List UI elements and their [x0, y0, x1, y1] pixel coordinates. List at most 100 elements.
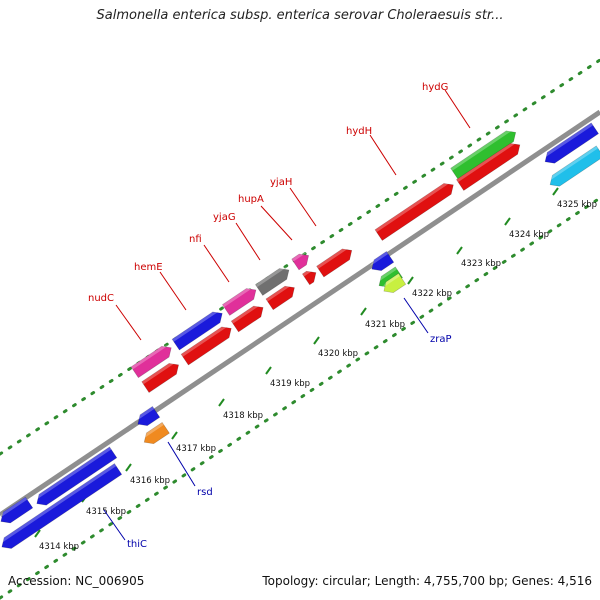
- gene-arrow-nfi[interactable]: [222, 285, 259, 316]
- gene-arrow-highlight: [172, 310, 221, 342]
- gene-label-hydH[interactable]: hydH: [346, 126, 372, 137]
- gene-arrow-highlight: [377, 266, 398, 283]
- kbp-tick-label: 4323 kbp: [461, 259, 501, 269]
- gene-arrow-gene-blue-right[interactable]: [541, 122, 599, 167]
- gene-arrow-gene-red-6[interactable]: [316, 245, 356, 278]
- kbp-tick-mark: [552, 187, 559, 196]
- gene-arrow-gene-red-3[interactable]: [230, 302, 266, 333]
- leader-line: [403, 297, 429, 334]
- kbp-tick-label: 4325 kbp: [557, 200, 597, 210]
- kbp-tick-mark: [360, 307, 367, 316]
- gene-feature-layer: [0, 122, 600, 553]
- gene-arrow-highlight: [456, 142, 518, 183]
- gene-arrow-gene-red-1[interactable]: [141, 359, 182, 393]
- outer-dotted-track: [0, 58, 600, 456]
- gene-label-hupA[interactable]: hupA: [238, 194, 264, 205]
- gene-arrow-rsd-gene[interactable]: [141, 421, 170, 447]
- kbp-tick-mark: [265, 366, 272, 375]
- kbp-tick-label: 4320 kbp: [318, 349, 358, 359]
- leader-line: [167, 441, 196, 487]
- leader-line: [444, 89, 471, 129]
- gene-arrow-hupA[interactable]: [291, 250, 313, 271]
- kbp-tick-label: 4314 kbp: [39, 542, 79, 552]
- kbp-tick-mark: [171, 431, 178, 440]
- kbp-tick-label: 4322 kbp: [412, 289, 452, 299]
- kbp-tick-mark: [313, 336, 320, 345]
- gene-arrow-gene-blue-mid[interactable]: [368, 251, 395, 274]
- kbp-tick-label: 4317 kbp: [176, 444, 216, 454]
- kbp-tick-mark: [504, 217, 511, 226]
- kbp-tick-label: 4321 kbp: [365, 320, 405, 330]
- leader-line: [115, 304, 142, 341]
- gene-arrow-nudC[interactable]: [130, 342, 175, 379]
- gene-label-nudC[interactable]: nudC: [88, 293, 114, 304]
- gene-arrow-highlight: [450, 129, 514, 171]
- gene-arrow-highlight: [131, 344, 170, 370]
- leader-line: [260, 205, 293, 241]
- upper-gene-labels: nudC hemE nfi yjaG hupA yjaH hydH hydG: [88, 82, 471, 341]
- gene-arrow-gene-red-5[interactable]: [301, 267, 319, 286]
- kbp-tick-label: 4319 kbp: [270, 379, 310, 389]
- gene-arrow-highlight: [141, 361, 177, 385]
- gene-arrow-highlight: [231, 304, 262, 324]
- gene-arrow-gene-blue-ll[interactable]: [0, 496, 34, 527]
- gene-arrow-highlight: [265, 284, 293, 302]
- kbp-tick-label: 4316 kbp: [130, 476, 170, 486]
- gene-label-zraP[interactable]: zraP: [430, 334, 452, 345]
- gene-label-yjaH[interactable]: yjaH: [270, 177, 292, 188]
- gene-arrow-gene-cyan-right[interactable]: [546, 145, 600, 190]
- lower-gene-labels: thiC rsd zraP: [103, 297, 452, 550]
- gene-arrow-thiC-gene[interactable]: [0, 463, 123, 553]
- gene-arrow-gene-lime[interactable]: [380, 273, 407, 296]
- kbp-tick-mark: [407, 276, 414, 285]
- gene-arrow-highlight: [255, 267, 287, 288]
- gene-arrow-highlight: [369, 251, 389, 267]
- gene-arrow-highlight: [291, 252, 307, 262]
- gene-label-nfi[interactable]: nfi: [189, 234, 202, 245]
- genome-summary: Topology: circular; Length: 4,755,700 bp…: [262, 574, 592, 588]
- accession-label: Accession: NC_006905: [8, 574, 145, 588]
- gene-arrow-hydH[interactable]: [374, 180, 457, 241]
- kbp-tick-label: 4315 kbp: [86, 507, 126, 517]
- gene-arrow-hydG[interactable]: [450, 127, 520, 180]
- gene-arrow-gene-red-4[interactable]: [265, 282, 298, 311]
- gene-arrow-highlight: [0, 463, 117, 545]
- gene-arrow-gene-red-7[interactable]: [456, 140, 523, 191]
- kbp-tick-mark: [34, 529, 41, 538]
- leader-line: [369, 134, 397, 176]
- gene-arrow-highlight: [142, 422, 164, 440]
- gene-arrow-highlight: [135, 406, 155, 422]
- genome-title: Salmonella enterica subsp. enterica sero…: [96, 8, 504, 23]
- leader-line: [289, 187, 317, 227]
- gene-arrow-highlight: [543, 122, 593, 159]
- gene-arrow-highlight: [34, 446, 112, 501]
- gene-arrow-highlight: [316, 247, 350, 269]
- gene-arrow-highlight: [181, 325, 230, 357]
- gene-arrow-highlight: [302, 269, 315, 277]
- gene-label-rsd[interactable]: rsd: [197, 487, 213, 498]
- gene-arrow-gene-red-2[interactable]: [180, 323, 235, 366]
- gene-arrow-gene-blue-ll2[interactable]: [33, 446, 118, 509]
- kbp-tick-mark: [125, 463, 132, 472]
- gene-arrow-highlight: [222, 287, 254, 308]
- gene-label-thiC[interactable]: thiC: [127, 539, 147, 550]
- kbp-tick-mark: [456, 246, 463, 255]
- kbp-tick-label: 4324 kbp: [509, 230, 549, 240]
- gene-arrow-highlight: [548, 145, 598, 182]
- kbp-tick-label: 4318 kbp: [223, 411, 263, 421]
- leader-line: [235, 222, 261, 261]
- gene-arrow-highlight: [375, 182, 452, 233]
- gene-label-hemE[interactable]: hemE: [134, 262, 163, 273]
- gene-arrow-gene-blue-small[interactable]: [134, 406, 161, 429]
- gene-arrow-hemE[interactable]: [171, 308, 226, 351]
- leader-line: [103, 509, 126, 541]
- inner-dotted-track: [0, 196, 600, 600]
- gene-arrow-highlight: [0, 497, 28, 519]
- gene-arrow-yjaG[interactable]: [255, 265, 292, 296]
- kbp-tick-mark: [218, 398, 225, 407]
- gene-label-hydG[interactable]: hydG: [422, 82, 448, 93]
- leader-line: [159, 271, 187, 311]
- gene-label-yjaG[interactable]: yjaG: [213, 212, 236, 223]
